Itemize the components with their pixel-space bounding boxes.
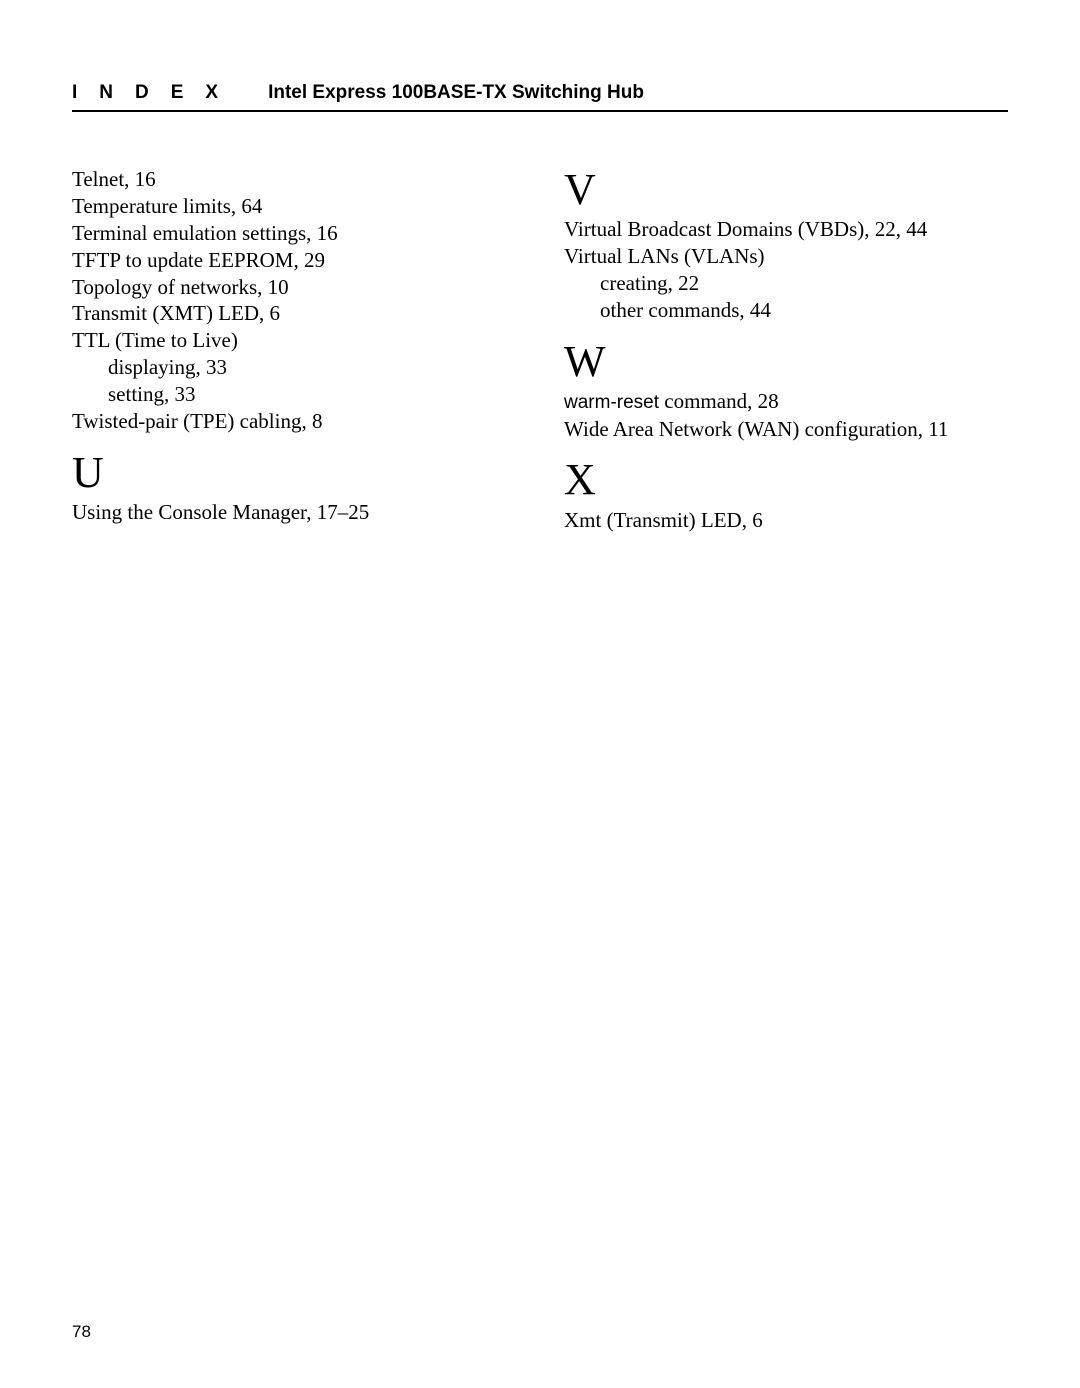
page-header: INDEX Intel Express 100BASE-TX Switching… [72, 82, 1008, 112]
index-entry: warm-reset command, 28 [564, 388, 1008, 415]
index-entry: Topology of networks, 10 [72, 274, 516, 301]
index-entry: Virtual Broadcast Domains (VBDs), 22, 44 [564, 216, 1008, 243]
index-subentry: setting, 33 [72, 381, 516, 408]
index-columns: Telnet, 16 Temperature limits, 64 Termin… [72, 166, 1008, 534]
index-entry: Terminal emulation settings, 16 [72, 220, 516, 247]
index-letter-u: U [72, 449, 516, 497]
index-subentry: other commands, 44 [564, 297, 1008, 324]
index-entry: Telnet, 16 [72, 166, 516, 193]
index-entry: Virtual LANs (VLANs) [564, 243, 1008, 270]
right-column: V Virtual Broadcast Domains (VBDs), 22, … [564, 166, 1008, 534]
index-subentry: displaying, 33 [72, 354, 516, 381]
index-subentry: creating, 22 [564, 270, 1008, 297]
index-letter-x: X [564, 456, 1008, 504]
header-section: INDEX [72, 82, 240, 104]
command-name: warm-reset [564, 392, 659, 413]
command-tail: command, 28 [659, 389, 779, 413]
left-column: Telnet, 16 Temperature limits, 64 Termin… [72, 166, 516, 534]
header-title: Intel Express 100BASE-TX Switching Hub [268, 82, 644, 104]
index-letter-v: V [564, 166, 1008, 214]
index-entry: Using the Console Manager, 17–25 [72, 499, 516, 526]
index-entry: Temperature limits, 64 [72, 193, 516, 220]
index-entry: Wide Area Network (WAN) configuration, 1… [564, 416, 1008, 443]
index-entry: Transmit (XMT) LED, 6 [72, 300, 516, 327]
index-entry: TFTP to update EEPROM, 29 [72, 247, 516, 274]
index-entry: Twisted-pair (TPE) cabling, 8 [72, 408, 516, 435]
index-letter-w: W [564, 338, 1008, 386]
index-entry: TTL (Time to Live) [72, 327, 516, 354]
index-entry: Xmt (Transmit) LED, 6 [564, 507, 1008, 534]
page-number: 78 [72, 1322, 91, 1342]
